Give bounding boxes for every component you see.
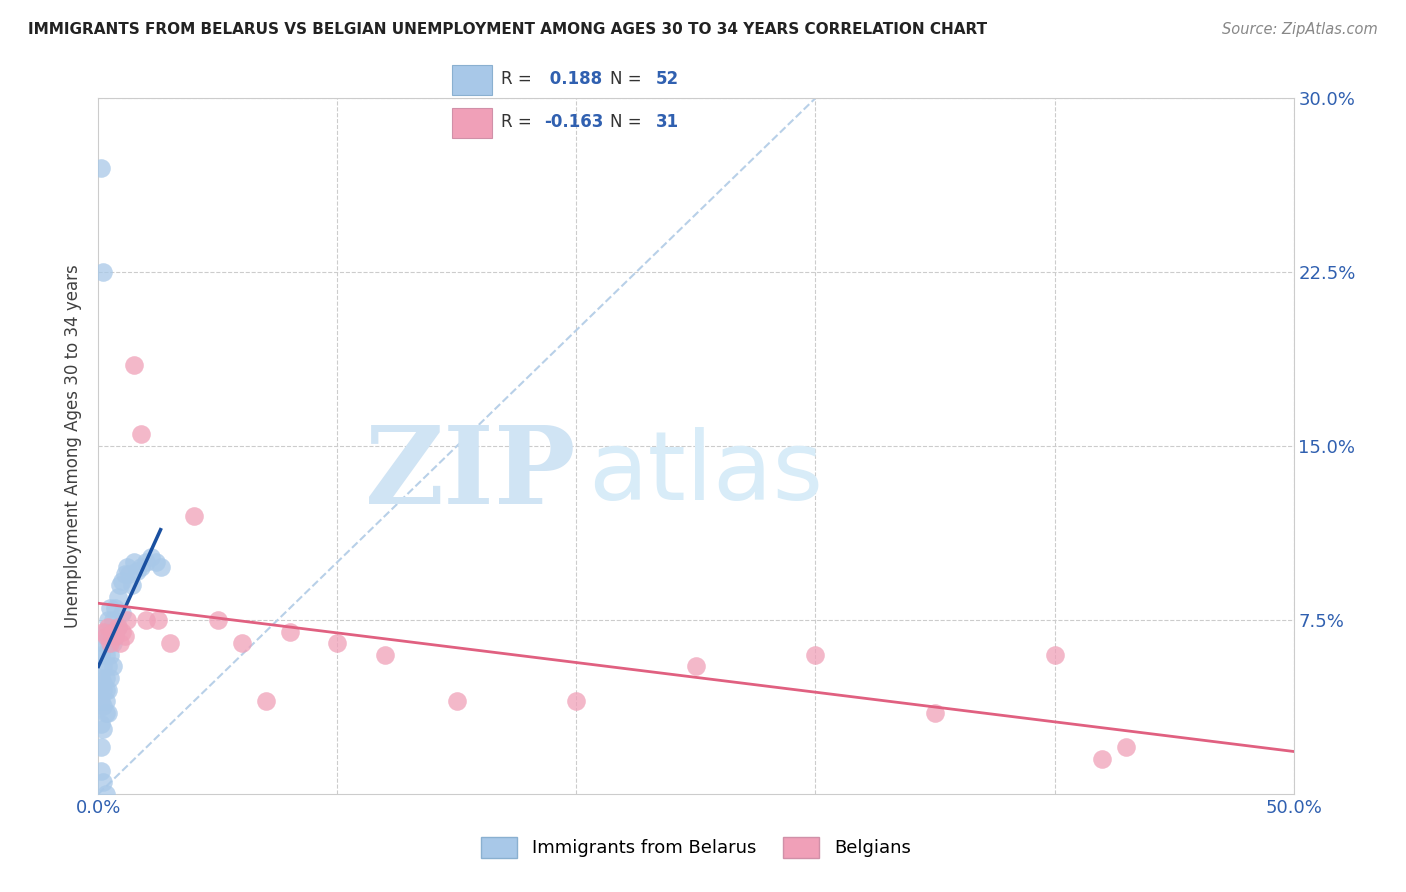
Point <box>90 648 112 662</box>
Point <box>115 613 138 627</box>
Text: R =: R = <box>501 113 537 131</box>
FancyBboxPatch shape <box>451 108 492 138</box>
Point <box>97 620 120 634</box>
Point <box>183 508 205 523</box>
Text: Source: ZipAtlas.com: Source: ZipAtlas.com <box>1222 22 1378 37</box>
Point <box>1043 648 1066 662</box>
Point <box>97 706 120 720</box>
Point <box>148 613 170 627</box>
Point <box>111 606 134 620</box>
Point <box>145 555 167 569</box>
Point <box>91 624 114 639</box>
Point <box>98 624 122 639</box>
Point <box>125 564 148 578</box>
Point <box>565 694 588 708</box>
Point <box>90 764 112 778</box>
Legend: Immigrants from Belarus, Belgians: Immigrants from Belarus, Belgians <box>474 830 918 865</box>
Point <box>108 636 131 650</box>
Point <box>924 706 946 720</box>
Point <box>254 694 277 708</box>
Point <box>94 648 117 662</box>
Point <box>149 559 172 574</box>
Point <box>97 613 120 627</box>
Point <box>374 648 396 662</box>
FancyBboxPatch shape <box>451 65 492 95</box>
Point <box>104 629 127 643</box>
Point <box>94 682 117 697</box>
Point <box>104 629 127 643</box>
Point <box>98 648 122 662</box>
Point <box>91 682 114 697</box>
Point <box>131 427 153 442</box>
Point <box>121 578 143 592</box>
Point <box>98 601 122 615</box>
Point <box>90 161 112 175</box>
Point <box>114 566 136 581</box>
Point <box>94 694 117 708</box>
Point <box>91 636 114 650</box>
Point <box>91 698 114 713</box>
Point <box>107 620 129 634</box>
Point <box>1115 740 1137 755</box>
Point <box>91 722 114 736</box>
Point <box>118 566 141 581</box>
Point <box>231 636 253 650</box>
Point <box>90 740 112 755</box>
Point <box>108 578 131 592</box>
Text: N =: N = <box>610 113 647 131</box>
Point <box>101 659 124 673</box>
Point <box>101 624 124 639</box>
Y-axis label: Unemployment Among Ages 30 to 34 years: Unemployment Among Ages 30 to 34 years <box>65 264 83 628</box>
Point <box>114 629 136 643</box>
Text: 31: 31 <box>657 113 679 131</box>
Text: ZIP: ZIP <box>366 421 576 527</box>
Point <box>139 550 162 565</box>
Point <box>101 636 124 650</box>
Point <box>278 624 301 639</box>
Point <box>97 659 120 673</box>
Point <box>98 636 122 650</box>
Point <box>98 671 122 685</box>
Point <box>94 671 117 685</box>
Text: IMMIGRANTS FROM BELARUS VS BELGIAN UNEMPLOYMENT AMONG AGES 30 TO 34 YEARS CORREL: IMMIGRANTS FROM BELARUS VS BELGIAN UNEMP… <box>28 22 987 37</box>
Point <box>685 659 707 673</box>
Point <box>115 559 138 574</box>
Text: 52: 52 <box>657 70 679 88</box>
Point <box>94 706 117 720</box>
Point <box>131 559 153 574</box>
Point <box>90 717 112 731</box>
Point <box>135 613 157 627</box>
Point <box>91 675 114 690</box>
Point <box>97 682 120 697</box>
Text: -0.163: -0.163 <box>544 113 603 131</box>
Text: R =: R = <box>501 70 537 88</box>
Point <box>111 624 134 639</box>
Point <box>94 624 117 639</box>
Point <box>135 555 157 569</box>
Point <box>446 694 468 708</box>
Point <box>804 648 827 662</box>
Text: atlas: atlas <box>589 427 824 520</box>
Point <box>107 620 129 634</box>
Point <box>326 636 349 650</box>
Point <box>91 265 114 279</box>
Point <box>90 671 112 685</box>
Point <box>124 358 146 372</box>
Text: N =: N = <box>610 70 647 88</box>
Point <box>91 659 114 673</box>
Point <box>97 636 120 650</box>
Point <box>91 775 114 789</box>
Point <box>1091 752 1114 766</box>
Point <box>207 613 229 627</box>
Point <box>94 787 117 801</box>
Point <box>104 601 127 615</box>
Point <box>107 590 129 604</box>
Point <box>159 636 181 650</box>
Point <box>101 613 124 627</box>
Text: 0.188: 0.188 <box>544 70 602 88</box>
Point <box>111 574 134 588</box>
Point <box>124 555 146 569</box>
Point <box>94 629 117 643</box>
Point <box>90 694 112 708</box>
